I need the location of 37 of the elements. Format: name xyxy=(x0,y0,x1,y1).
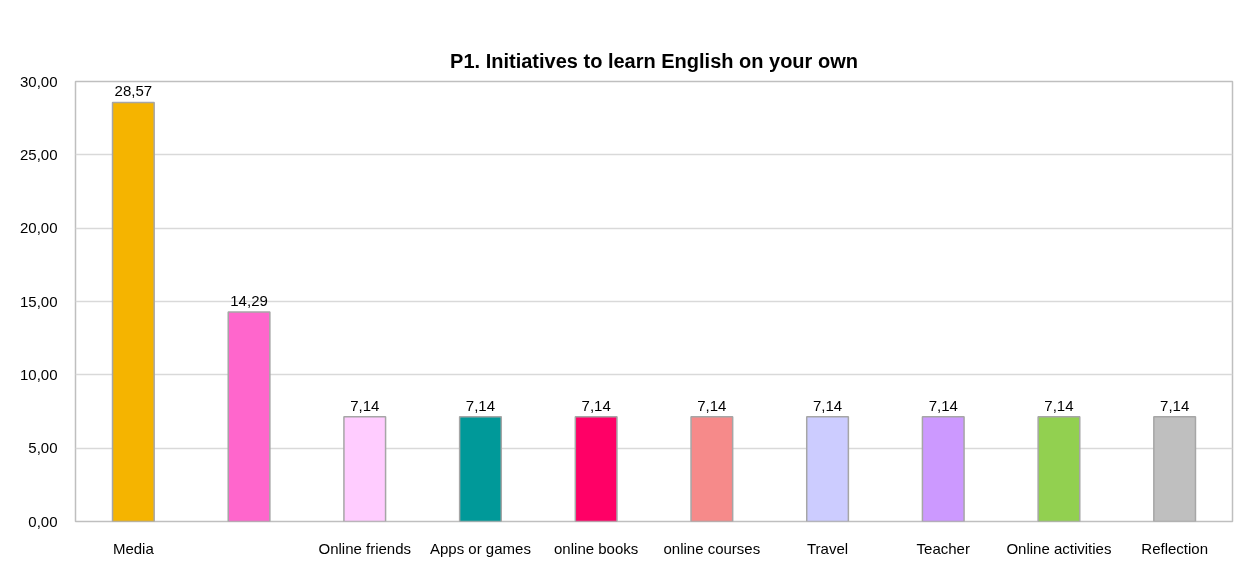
y-tick-label: 10,00 xyxy=(19,365,58,383)
bar xyxy=(458,416,503,522)
bar xyxy=(343,416,387,522)
data-label: 7,14 xyxy=(1044,396,1074,414)
data-label: 7,14 xyxy=(812,396,843,414)
bar xyxy=(1037,416,1081,522)
y-tick-label: 20,00 xyxy=(19,219,58,237)
x-tick-label: Apps or games xyxy=(430,539,531,557)
x-tick-label: Teacher xyxy=(916,539,970,557)
bar xyxy=(805,416,850,522)
data-label: 14,29 xyxy=(230,291,268,309)
x-tick-label: online books xyxy=(554,539,639,557)
data-label: 7,14 xyxy=(350,396,380,414)
x-tick-label: Reflection xyxy=(1141,539,1208,557)
data-label: 7,14 xyxy=(697,396,727,414)
y-tick-label: 30,00 xyxy=(19,72,58,90)
bar xyxy=(921,416,965,522)
bar xyxy=(227,311,271,522)
data-label: 7,14 xyxy=(581,396,611,414)
x-tick-label: Travel xyxy=(806,539,849,557)
y-tick-label: 25,00 xyxy=(19,145,58,163)
x-tick-label: Media xyxy=(112,539,155,557)
bar xyxy=(111,101,155,522)
x-tick-label: Online activities xyxy=(1006,539,1112,557)
chart-title: P1. Initiatives to learn English on your own xyxy=(450,49,858,72)
data-label: 7,14 xyxy=(465,396,496,414)
y-tick-label: 0,00 xyxy=(28,512,58,530)
bar xyxy=(690,416,734,522)
y-tick-label: 15,00 xyxy=(19,292,58,310)
x-tick-label: online courses xyxy=(663,539,761,557)
x-tick-label: Online friends xyxy=(318,539,412,557)
bar xyxy=(574,416,618,522)
bar xyxy=(1153,416,1197,522)
data-label: 28,57 xyxy=(114,82,153,100)
data-label: 7,14 xyxy=(1160,396,1190,414)
data-label: 7,14 xyxy=(928,396,958,414)
y-tick-label: 5,00 xyxy=(28,439,58,457)
